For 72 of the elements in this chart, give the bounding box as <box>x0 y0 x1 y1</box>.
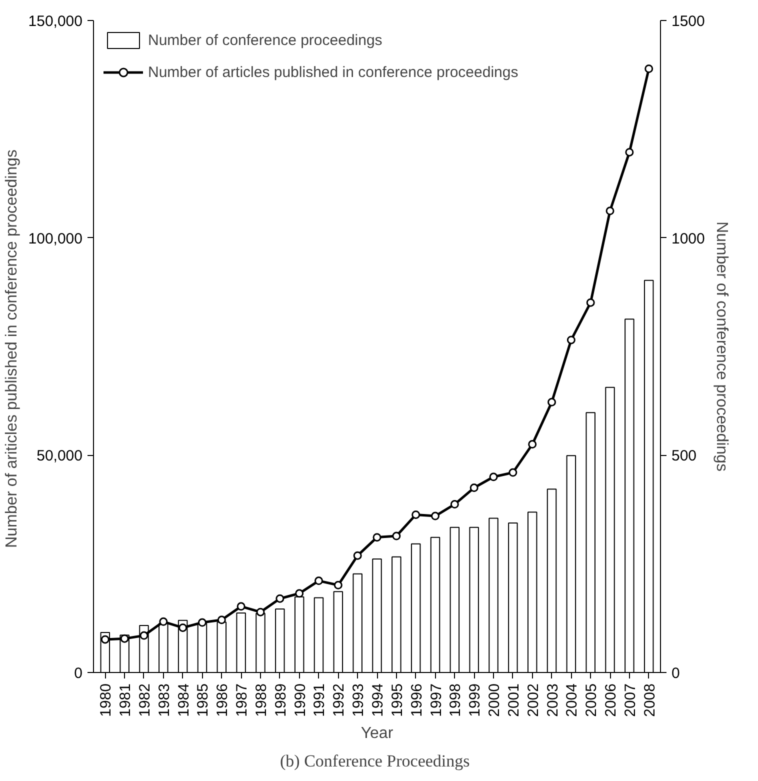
x-tick-label: 1982 <box>136 683 154 717</box>
x-tick-label: 2007 <box>622 683 639 717</box>
point <box>625 148 634 156</box>
x-tick-label: 2000 <box>486 683 504 717</box>
legend-label: Number of conference proceedings <box>148 32 382 48</box>
y-tick-label: 0 <box>74 665 82 682</box>
x-tick-label: 1984 <box>175 683 192 717</box>
point <box>566 336 576 344</box>
x-tick-label: 1996 <box>408 683 426 717</box>
x-tick-label: 1988 <box>252 683 270 717</box>
x-tick-label: 1991 <box>311 683 328 717</box>
x-tick-label: 2003 <box>544 683 562 717</box>
point <box>198 618 206 627</box>
x-tick-label: 2001 <box>505 683 522 717</box>
point <box>100 635 110 644</box>
x-tick-label: 1990 <box>292 683 309 717</box>
y-tick-label: 50,000 <box>36 448 83 465</box>
y2-tick-label: 500 <box>672 448 697 465</box>
point <box>489 472 498 482</box>
point <box>470 484 478 492</box>
point <box>236 602 246 611</box>
point <box>528 440 537 449</box>
point <box>353 551 362 560</box>
y2-tick-label: 1000 <box>672 230 705 248</box>
x-tick-label: 1999 <box>466 683 484 717</box>
point <box>644 64 654 73</box>
y-tick-label: 100,000 <box>28 230 83 248</box>
x-tick-label: 1983 <box>156 683 173 717</box>
x-tick-label: 1985 <box>194 683 212 717</box>
x-tick-label: 1993 <box>350 683 368 717</box>
point <box>140 631 148 640</box>
point <box>431 512 440 520</box>
point <box>548 398 556 406</box>
point <box>412 510 420 519</box>
point <box>586 298 595 307</box>
x-tick-label: 1995 <box>388 683 406 717</box>
x-tick-label: 2002 <box>524 683 542 717</box>
x-tick-label: 1998 <box>447 683 464 717</box>
point <box>159 617 168 626</box>
point <box>314 576 323 586</box>
x-tick-label: 1989 <box>272 683 290 717</box>
x-tick-label: 1986 <box>214 683 232 717</box>
x-tick-label: 1980 <box>98 683 115 717</box>
text: (b) Conference Proceedings <box>280 752 470 770</box>
x-tick-label: 2004 <box>564 683 581 717</box>
point <box>450 500 459 509</box>
y2-tick-label: 1500 <box>672 13 705 30</box>
x-tick-label: 1987 <box>234 683 251 717</box>
point <box>120 634 129 643</box>
point <box>508 468 518 477</box>
x-tick-label: 2008 <box>641 683 658 717</box>
x-tick-label: 1994 <box>370 683 386 717</box>
point <box>372 533 382 542</box>
x-tick-label: 1981 <box>117 683 134 717</box>
point <box>276 594 284 603</box>
point <box>606 206 614 216</box>
y-tick-label: 150,000 <box>28 13 83 30</box>
x-tick-label: 1997 <box>428 683 445 717</box>
legend-label: Number of articles published in conference proceedings <box>148 64 518 80</box>
x-tick-label: 2005 <box>583 683 600 717</box>
x-tick-label: 1992 <box>330 683 348 717</box>
point <box>334 580 342 590</box>
y-axis-title: Number of ariticles published in conference proceedings <box>3 149 20 548</box>
point <box>295 589 304 598</box>
point <box>256 608 265 616</box>
x-tick-label: 2006 <box>602 683 620 717</box>
y2-axis-title: Number of conference proceedings <box>712 222 730 472</box>
point <box>217 616 226 624</box>
point <box>178 623 188 632</box>
x-axis-title: Year <box>360 724 394 742</box>
y2-tick-label: 0 <box>672 665 680 682</box>
point <box>392 532 401 540</box>
